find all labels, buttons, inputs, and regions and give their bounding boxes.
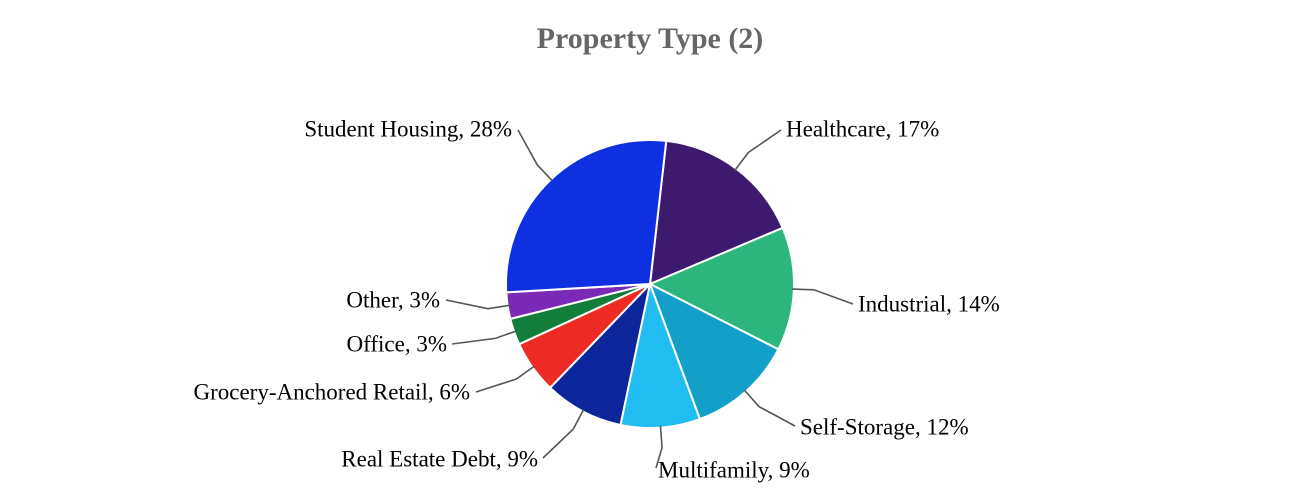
- slice-label: Multifamily, 9%: [658, 457, 810, 482]
- slice-label: Industrial, 14%: [858, 291, 1000, 316]
- chart-title: Property Type (2): [536, 22, 764, 55]
- leader-line: [743, 389, 796, 427]
- leader-line: [445, 299, 510, 310]
- leader-line: [475, 365, 535, 393]
- slice-label: Real Estate Debt, 9%: [341, 446, 538, 471]
- slice-label: Healthcare, 17%: [786, 116, 939, 141]
- leader-line: [655, 425, 663, 469]
- leader-line: [542, 409, 585, 459]
- leader-line: [734, 129, 782, 171]
- leader-line: [517, 129, 553, 182]
- leader-line: [451, 330, 517, 345]
- slice-label: Self-Storage, 12%: [800, 414, 969, 439]
- slice-label: Office, 3%: [347, 331, 447, 356]
- pie-slices: [505, 139, 795, 429]
- slice-labels: Healthcare, 17% Industrial, 14% Self-Stora…: [193, 116, 999, 482]
- slice-label: Grocery-Anchored Retail, 6%: [193, 379, 470, 404]
- pie-slice-student-housing: [505, 139, 668, 294]
- leader-line: [791, 288, 854, 305]
- leader-lines: [445, 129, 854, 469]
- slice-label: Student Housing, 28%: [304, 116, 512, 141]
- slice-label: Other, 3%: [346, 287, 440, 312]
